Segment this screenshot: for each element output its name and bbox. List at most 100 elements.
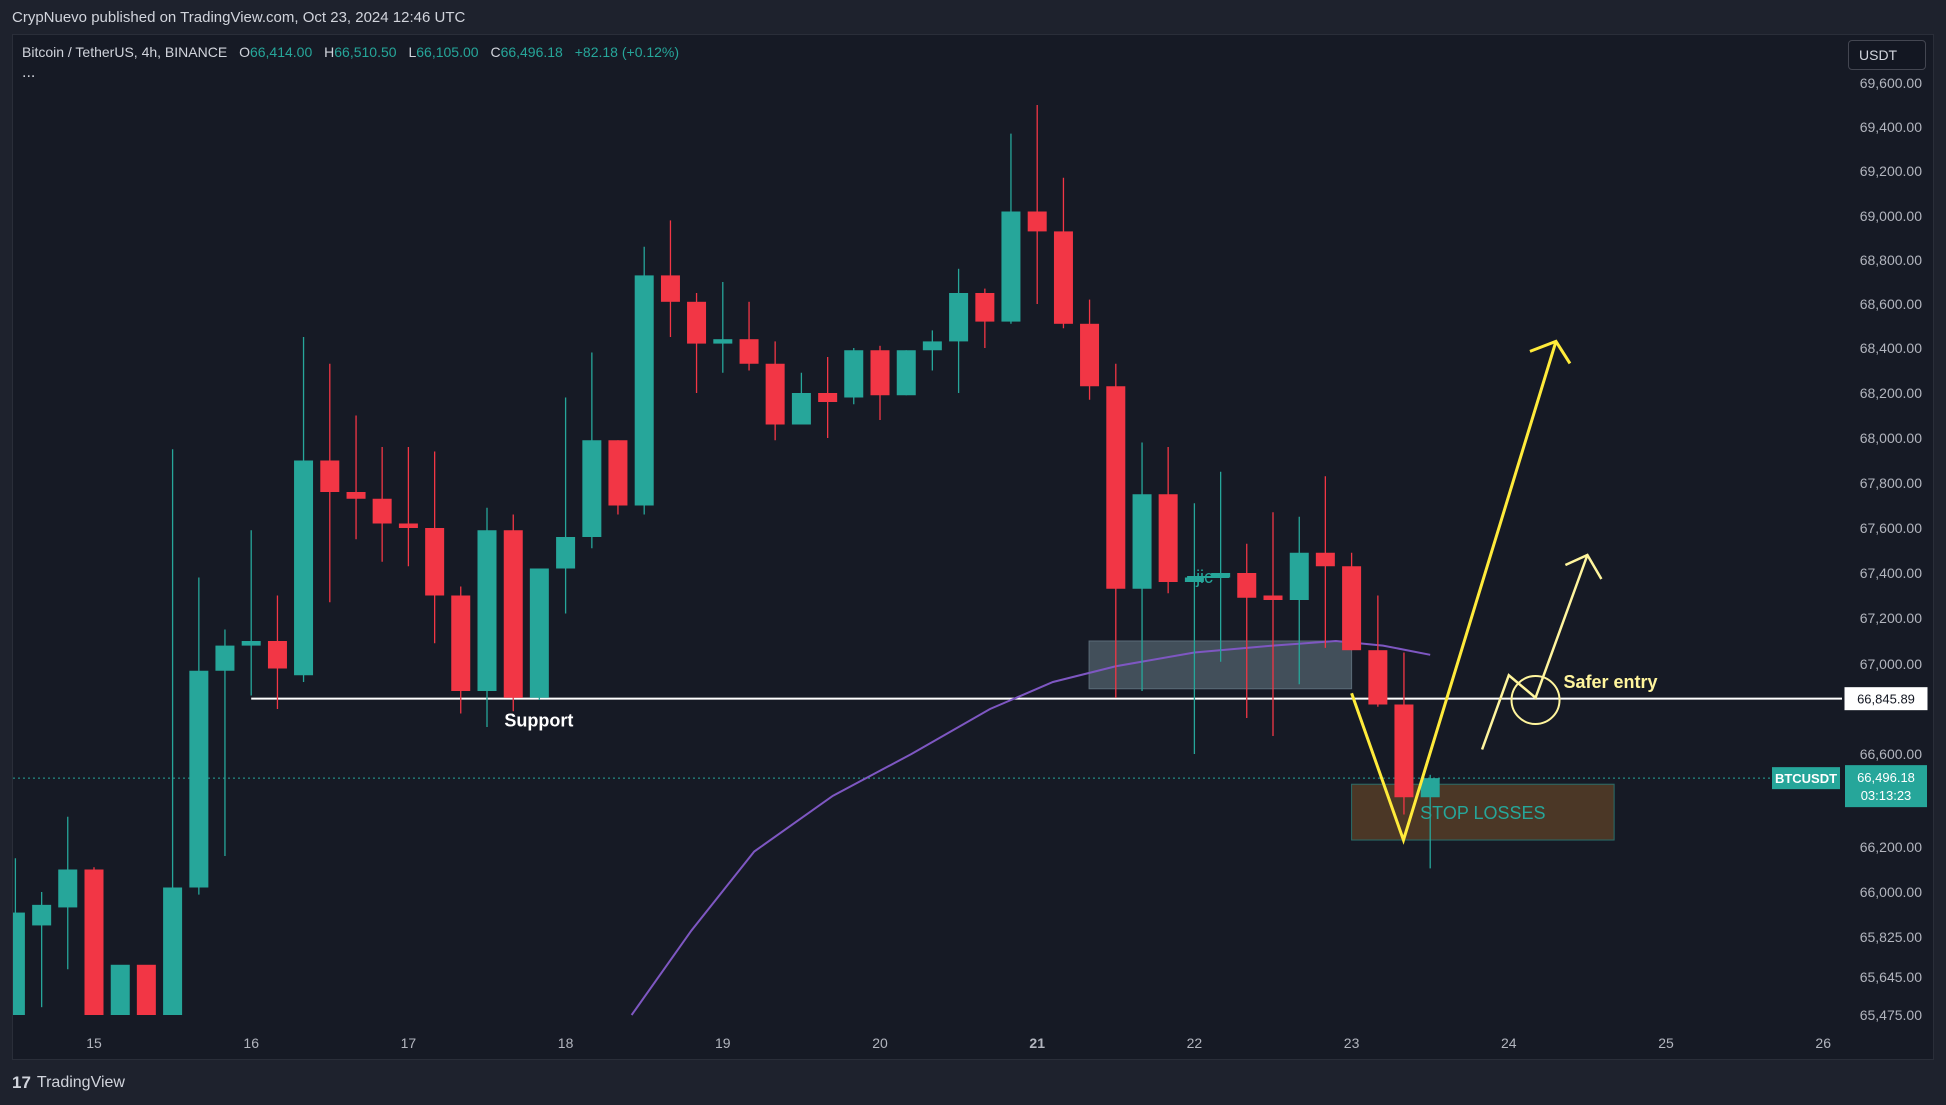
candle[interactable] [1237, 543, 1257, 718]
candle[interactable] [189, 577, 209, 895]
candle[interactable] [294, 337, 314, 682]
candle[interactable] [765, 341, 785, 441]
y-axis-tick-label: 68,800.00 [1860, 252, 1922, 268]
x-axis-tick-label: 19 [715, 1035, 731, 1051]
low-label: L [408, 44, 417, 60]
candle[interactable] [1106, 363, 1126, 698]
candle[interactable] [582, 352, 602, 549]
candle-body [1001, 211, 1021, 322]
candle[interactable] [32, 892, 52, 1008]
high-value: 66,510.50 [334, 44, 397, 60]
moving-average-line[interactable] [630, 639, 1431, 1016]
candle[interactable] [922, 330, 942, 371]
candle[interactable] [1132, 442, 1152, 692]
candle[interactable] [1368, 595, 1388, 707]
candle[interactable] [477, 507, 497, 727]
candle[interactable] [425, 451, 445, 644]
x-axis-tick-label: 17 [401, 1035, 417, 1051]
y-axis-tick-label: 69,000.00 [1860, 208, 1922, 224]
candle[interactable] [975, 288, 995, 348]
y-axis-tick-label: 67,600.00 [1860, 520, 1922, 536]
candle[interactable] [949, 268, 969, 393]
candle-body [556, 537, 576, 569]
candle[interactable] [1027, 105, 1047, 304]
legend-more-button[interactable]: ... [22, 64, 36, 81]
currency-button[interactable]: USDT [1848, 40, 1926, 70]
candle-body [1289, 552, 1309, 600]
candle-body [1315, 552, 1335, 567]
close-value: 66,496.18 [500, 44, 563, 60]
candle[interactable] [84, 867, 104, 1015]
projection-arrow-alt[interactable] [1480, 554, 1589, 750]
candle-body [32, 904, 52, 926]
candle[interactable] [608, 440, 628, 515]
chart-panel[interactable] [12, 34, 1934, 1060]
open-value: 66,414.00 [249, 44, 313, 60]
candle-body [1106, 386, 1126, 589]
y-axis-tick-label: 69,200.00 [1860, 163, 1922, 179]
candle[interactable] [687, 293, 707, 393]
candle[interactable] [372, 447, 392, 562]
candle[interactable] [660, 220, 680, 337]
candle[interactable] [791, 372, 811, 425]
candle[interactable] [1158, 447, 1178, 594]
safer-entry-label: Safer entry [1564, 672, 1658, 692]
candle-body [58, 869, 78, 908]
candle[interactable] [739, 301, 759, 371]
candle[interactable] [215, 629, 235, 857]
candle[interactable] [1001, 133, 1021, 324]
candle[interactable] [1289, 516, 1309, 685]
y-axis-tick-label: 68,600.00 [1860, 296, 1922, 312]
candle[interactable] [398, 447, 418, 567]
candle-body [136, 964, 156, 1015]
candle[interactable] [136, 964, 156, 1015]
x-axis-tick-label: 21 [1029, 1035, 1045, 1051]
candle[interactable] [844, 348, 864, 405]
symbol-title[interactable]: Bitcoin / TetherUS, 4h, BINANCE [22, 44, 228, 60]
candle-body [765, 363, 785, 425]
candle[interactable] [241, 530, 261, 696]
candle[interactable] [1211, 471, 1231, 662]
candle[interactable] [556, 397, 576, 614]
candle[interactable] [1184, 503, 1204, 754]
candle-body [215, 645, 235, 671]
candle[interactable] [818, 357, 838, 438]
candle[interactable] [1394, 652, 1414, 815]
candle[interactable] [320, 363, 340, 603]
close-label: C [490, 44, 501, 60]
y-axis-tick-label: 66,000.00 [1860, 884, 1922, 900]
candle[interactable] [110, 964, 130, 1015]
projection-arrowhead-alt [1564, 553, 1603, 580]
candle[interactable] [713, 282, 733, 373]
candle[interactable] [870, 345, 890, 420]
y-axis-tick-label: 65,645.00 [1860, 969, 1922, 985]
candle[interactable] [163, 449, 183, 1015]
candle[interactable] [896, 350, 916, 396]
candle[interactable] [1263, 512, 1283, 736]
candle[interactable] [634, 246, 654, 515]
y-axis-tick-label: 69,400.00 [1860, 119, 1922, 135]
candle[interactable] [1080, 299, 1100, 400]
candle[interactable] [346, 415, 366, 540]
symbol-badge [1772, 767, 1840, 790]
candle-body [739, 339, 759, 364]
candle[interactable] [503, 514, 523, 712]
entry-circle[interactable] [1510, 675, 1561, 725]
candle[interactable] [267, 595, 287, 710]
candle-body [1342, 566, 1362, 651]
support-price-badge-text: 66,845.89 [1857, 692, 1915, 707]
candle[interactable] [529, 568, 549, 701]
candle[interactable] [1420, 774, 1440, 869]
candle[interactable] [1342, 552, 1362, 651]
symbol-badge-text: BTCUSDT [1775, 771, 1837, 786]
projection-arrow-main[interactable] [1350, 340, 1558, 845]
candle-body [949, 293, 969, 342]
candle[interactable] [1053, 177, 1073, 329]
candle-body [503, 530, 523, 698]
y-axis-tick-label: 69,600.00 [1860, 75, 1922, 91]
candle[interactable] [6, 858, 25, 1015]
candle[interactable] [451, 586, 471, 714]
candle[interactable] [58, 816, 78, 970]
candle[interactable] [1315, 476, 1335, 648]
